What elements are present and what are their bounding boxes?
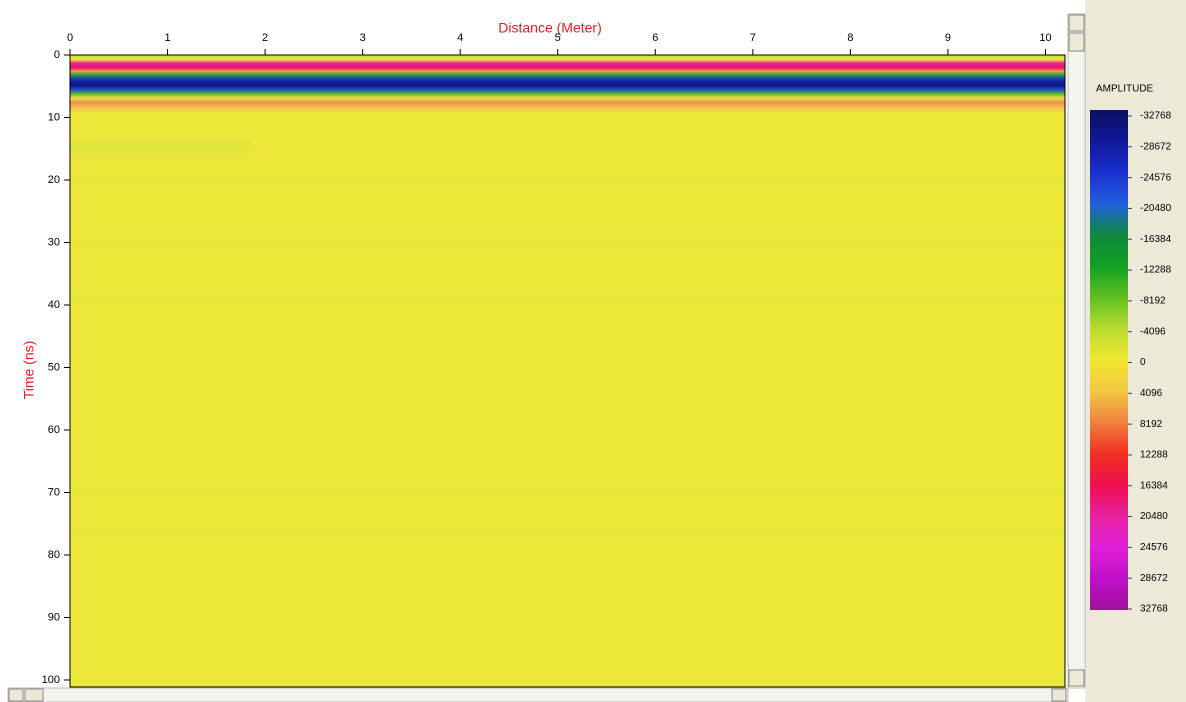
colorbar-tick-label: 12288: [1140, 450, 1168, 461]
colorbar-tick-label: -16384: [1140, 234, 1172, 245]
y-tick-label: 20: [48, 174, 60, 186]
radargram-texture: [70, 140, 1065, 536]
scroll-thumb[interactable]: [1068, 32, 1085, 52]
colorbar-tick-label: 4096: [1140, 388, 1163, 399]
x-tick-label: 8: [847, 32, 853, 44]
colorbar-tick-label: 24576: [1140, 542, 1168, 553]
x-tick-label: 4: [457, 32, 463, 44]
scroll-left[interactable]: [8, 688, 24, 702]
scroll-up[interactable]: [1068, 14, 1085, 32]
y-tick-label: 60: [48, 424, 60, 436]
colorbar-tick-label: 20480: [1140, 511, 1168, 522]
x-tick-label: 2: [262, 32, 268, 44]
colorbar-title: AMPLITUDE: [1096, 84, 1154, 95]
x-tick-label: 7: [750, 32, 756, 44]
colorbar-tick-label: -20480: [1140, 203, 1172, 214]
colorbar-tick-label: -4096: [1140, 326, 1166, 337]
y-tick-label: 50: [48, 361, 60, 373]
x-tick-label: 1: [164, 32, 170, 44]
radargram-image: [70, 55, 1065, 687]
y-tick-label: 0: [54, 49, 60, 61]
colorbar-tick-label: 28672: [1140, 573, 1168, 584]
colorbar-tick-label: 16384: [1140, 480, 1168, 491]
colorbar-tick-label: 32768: [1140, 604, 1168, 615]
x-tick-label: 0: [67, 32, 73, 44]
colorbar-tick-label: -32768: [1140, 111, 1172, 122]
x-tick-label: 10: [1039, 32, 1051, 44]
x-tick-label: 5: [555, 32, 561, 44]
y-tick-label: 10: [48, 111, 60, 123]
y-axis-title: Time (ns): [21, 341, 37, 400]
scroll-down[interactable]: [1068, 669, 1085, 687]
colorbar-tick-label: -24576: [1140, 172, 1172, 183]
radargram-surface: [70, 55, 1065, 113]
colorbar-tick-label: -28672: [1140, 141, 1172, 152]
x-axis-title: Distance (Meter): [498, 20, 601, 36]
scroll-thumb-h[interactable]: [24, 688, 44, 702]
y-tick-label: 30: [48, 236, 60, 248]
y-tick-label: 70: [48, 486, 60, 498]
x-tick-label: 9: [945, 32, 951, 44]
colorbar: [1090, 110, 1128, 610]
colorbar-tick-label: -8192: [1140, 296, 1166, 307]
y-tick-label: 40: [48, 299, 60, 311]
x-tick-label: 6: [652, 32, 658, 44]
colorbar-tick-label: 8192: [1140, 419, 1163, 430]
scroll-right[interactable]: [1051, 688, 1067, 702]
y-tick-label: 90: [48, 611, 60, 623]
plot-frame: [69, 54, 1066, 688]
colorbar-tick-label: 0: [1140, 357, 1146, 368]
colorbar-tick-label: -12288: [1140, 265, 1172, 276]
x-tick-label: 3: [360, 32, 366, 44]
y-tick-label: 80: [48, 549, 60, 561]
y-tick-label: 100: [42, 674, 60, 686]
vertical-scrollbar[interactable]: [1067, 13, 1086, 689]
horizontal-scrollbar[interactable]: [7, 687, 1069, 702]
